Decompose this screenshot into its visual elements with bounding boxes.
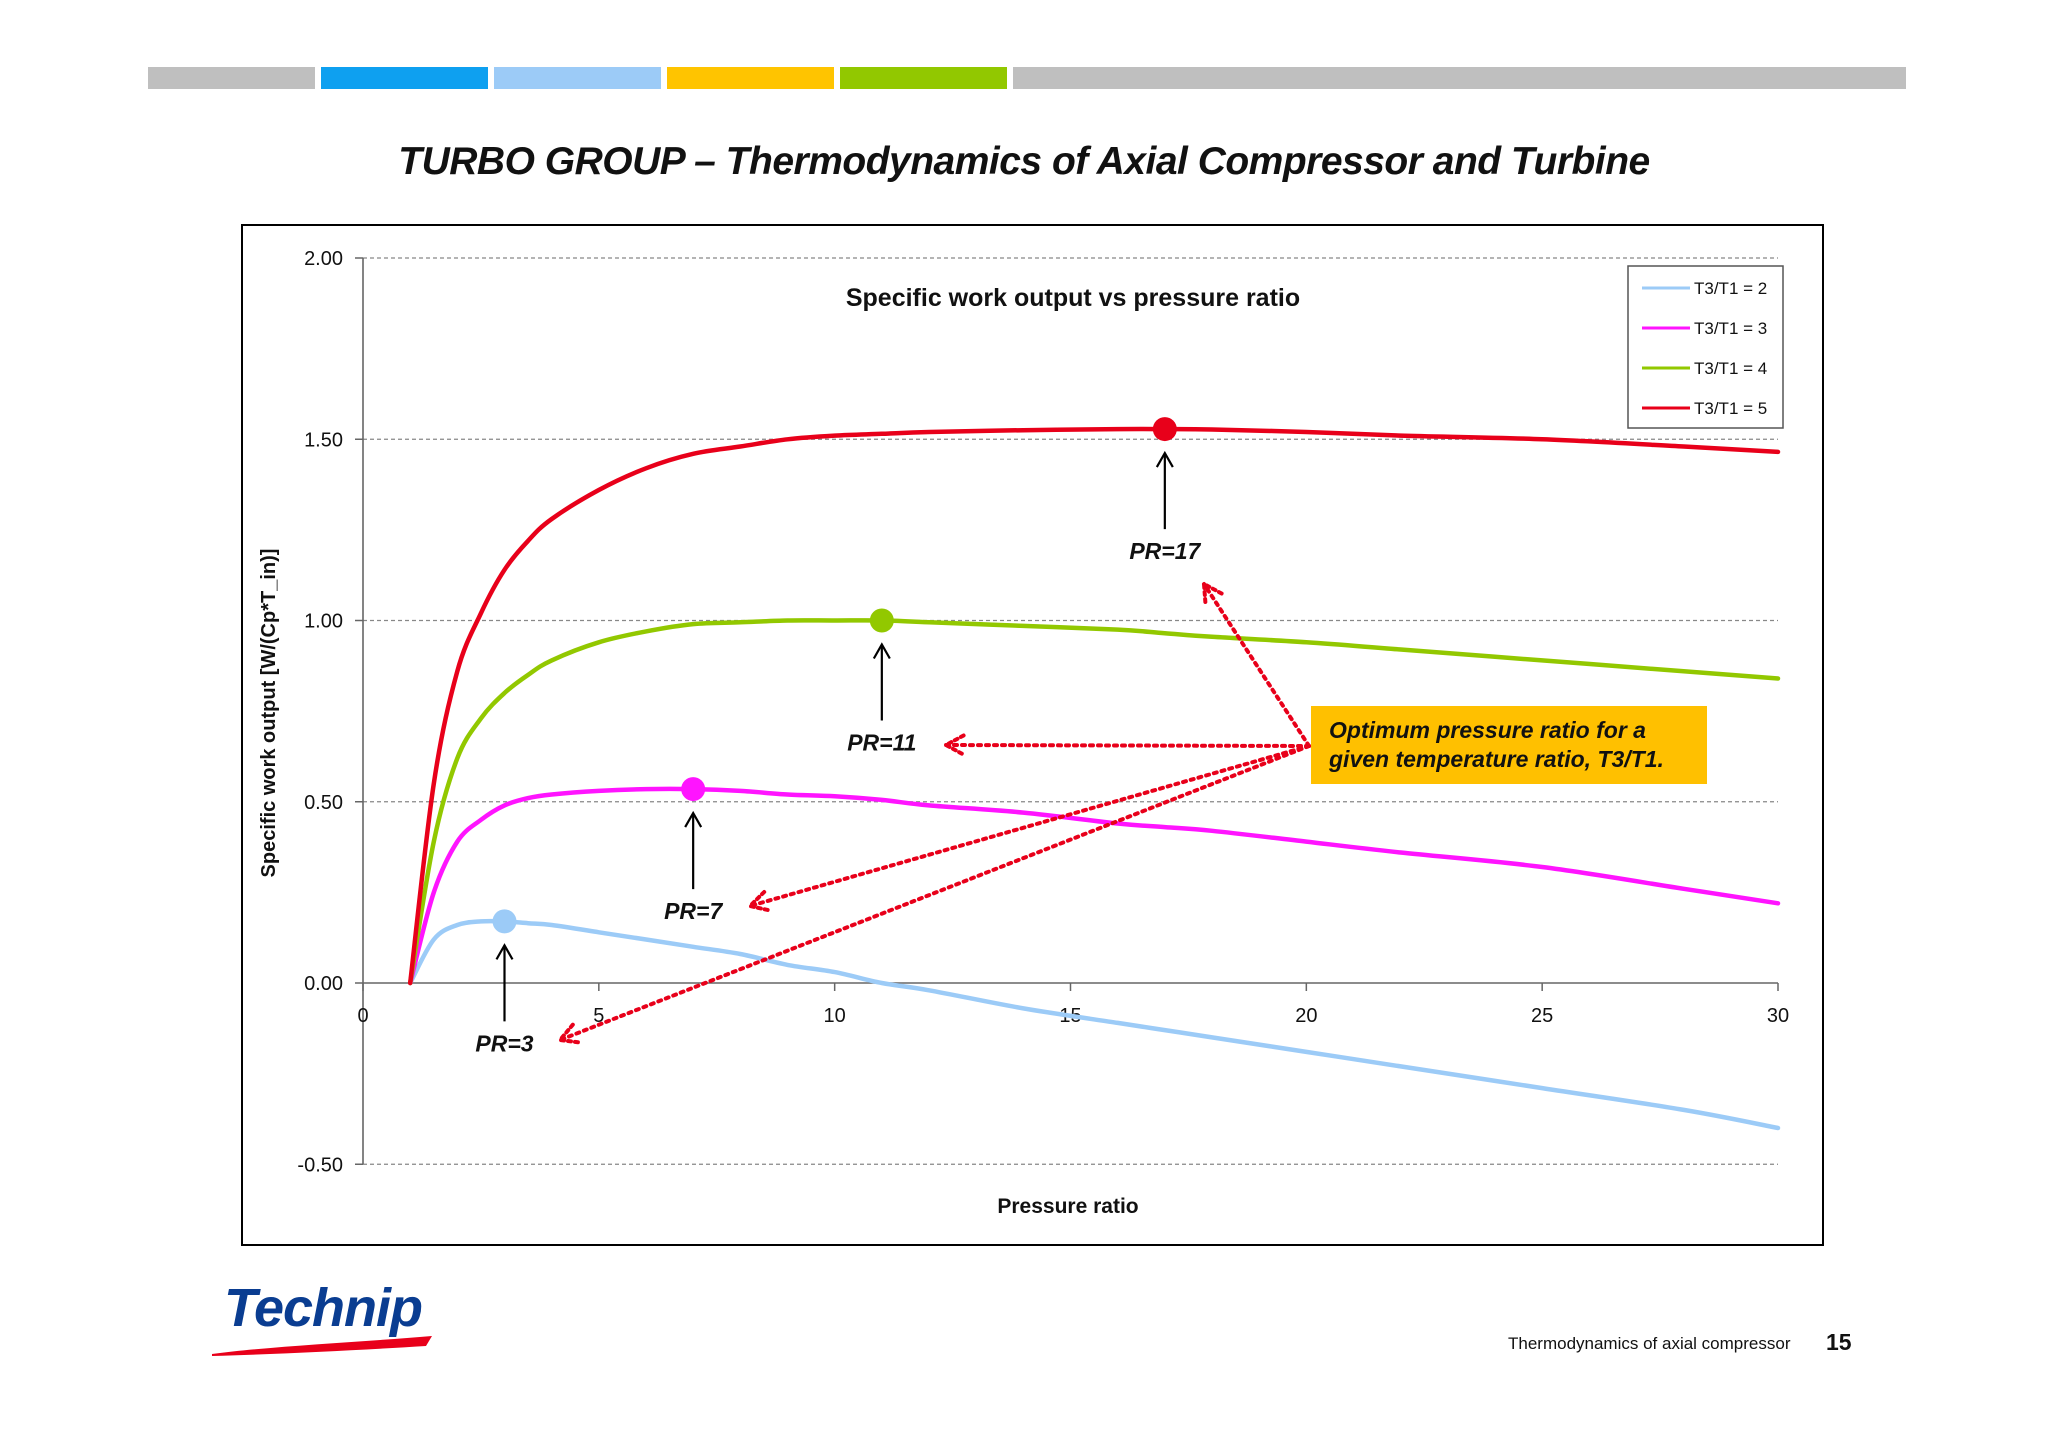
- x-tick-label: 25: [1531, 1005, 1553, 1027]
- x-tick-label: 30: [1767, 1005, 1789, 1027]
- optimum-label: PR=17: [1129, 538, 1201, 564]
- optimum-arrow-head: [684, 810, 703, 828]
- legend-label: T3/T1 = 2: [1694, 279, 1767, 298]
- y-tick-label: 0.00: [304, 973, 343, 995]
- optimum-marker: [1152, 417, 1177, 442]
- annotation-text: given temperature ratio, T3/T1.: [1328, 746, 1664, 772]
- top-bar-segment: [1013, 67, 1906, 89]
- x-tick-label: 10: [824, 1005, 846, 1027]
- top-bar-segment: [667, 67, 834, 89]
- optimum-label: PR=7: [664, 898, 723, 924]
- legend-label: T3/T1 = 3: [1694, 319, 1767, 338]
- x-tick-label: 5: [593, 1005, 604, 1027]
- optimum-label: PR=11: [847, 730, 916, 756]
- annotation-arrow-head: [1201, 580, 1224, 606]
- page-number: 15: [1826, 1329, 1852, 1355]
- optimum-label: PR=3: [475, 1030, 533, 1056]
- series-line-3: [407, 618, 1781, 986]
- annotation-arrow-head: [941, 733, 966, 757]
- optimum-marker: [492, 909, 517, 934]
- optimum-marker: [869, 608, 894, 633]
- y-axis-label: Specific work output [W/(Cp*T_in)]: [258, 549, 280, 878]
- x-tick-label: 0: [357, 1005, 368, 1027]
- annotation-arrow-head: [745, 890, 772, 913]
- logo-swoosh: [212, 1336, 432, 1356]
- top-bar-segment: [494, 67, 661, 89]
- annotation-text: Optimum pressure ratio for a: [1329, 717, 1646, 743]
- optimum-arrow-head: [1155, 450, 1174, 468]
- x-axis-label: Pressure ratio: [997, 1195, 1138, 1218]
- series-line-1: [407, 918, 1781, 1131]
- legend-box: [1627, 265, 1784, 429]
- footer-text: Thermodynamics of axial compressor: [1508, 1334, 1791, 1353]
- y-tick-label: 1.50: [304, 429, 343, 451]
- series-line-2: [407, 786, 1781, 986]
- top-color-bar: [148, 67, 1906, 89]
- y-tick-label: 0.50: [304, 792, 343, 814]
- chart-frame: [241, 224, 1824, 1246]
- chart-title: Specific work output vs pressure ratio: [846, 284, 1300, 312]
- annotation-box: [1311, 706, 1707, 784]
- y-tick-label: -0.50: [297, 1154, 343, 1176]
- optimum-arrow-head: [872, 642, 891, 660]
- annotation-arrow: [748, 744, 1311, 908]
- annotation-arrow: [944, 743, 1311, 748]
- optimum-marker: [681, 777, 706, 802]
- series-line-4: [407, 426, 1781, 986]
- slide-title: TURBO GROUP – Thermodynamics of Axial Co…: [398, 140, 1650, 183]
- logo-text: Technip: [224, 1278, 422, 1338]
- y-tick-label: 2.00: [304, 248, 343, 270]
- optimum-arrow-head: [495, 943, 514, 960]
- technip-logo: Technip: [212, 1276, 442, 1356]
- y-tick-label: 1.00: [304, 611, 343, 633]
- x-tick-label: 20: [1295, 1005, 1317, 1027]
- annotation-arrow-head: [556, 1022, 582, 1045]
- annotation-arrow: [1202, 582, 1311, 748]
- top-bar-segment: [321, 67, 488, 89]
- top-bar-segment: [148, 67, 315, 89]
- top-bar-segment: [840, 67, 1007, 89]
- legend-label: T3/T1 = 5: [1694, 399, 1767, 418]
- legend-label: T3/T1 = 4: [1694, 359, 1767, 378]
- annotation-arrow: [558, 744, 1311, 1042]
